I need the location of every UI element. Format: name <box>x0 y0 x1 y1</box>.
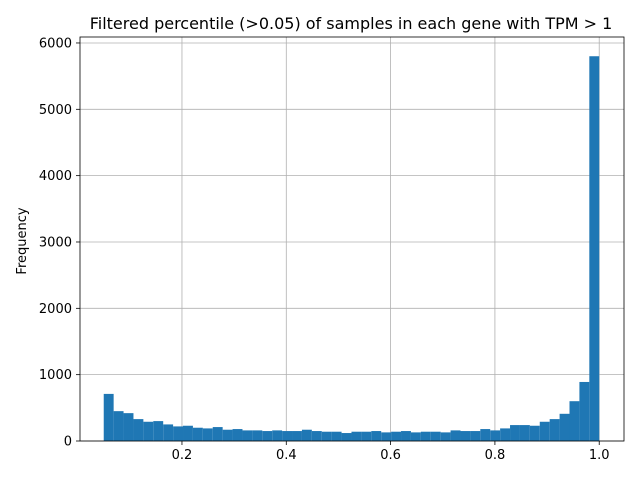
histogram-bar <box>470 431 481 441</box>
histogram-bar <box>153 421 164 441</box>
histogram-bar <box>192 427 203 441</box>
histogram-bar <box>301 429 312 441</box>
y-tick-label: 0 <box>64 435 72 450</box>
histogram-bar <box>212 427 223 441</box>
histogram-bar <box>232 429 243 441</box>
histogram-bar <box>391 431 402 441</box>
histogram-bar <box>510 425 520 441</box>
histogram-bar <box>420 431 431 441</box>
histogram-bar <box>589 56 600 441</box>
histogram-bar <box>252 430 263 441</box>
histogram-bar <box>331 431 342 441</box>
histogram-bar <box>371 431 382 441</box>
y-tick-label: 5000 <box>39 103 72 118</box>
y-tick-label: 1000 <box>39 368 72 383</box>
histogram-bar <box>579 381 590 441</box>
histogram-bar <box>202 428 213 441</box>
plot-frame <box>79 36 625 442</box>
x-tick-label: 1.0 <box>589 448 610 463</box>
histogram-bar <box>123 413 134 441</box>
y-tick-label: 2000 <box>39 302 72 317</box>
histogram-bar <box>559 413 570 441</box>
histogram-bar <box>262 431 273 441</box>
x-tick-label: 0.6 <box>380 448 401 463</box>
y-axis-label: Frequency <box>15 207 30 274</box>
histogram-bar <box>549 419 560 441</box>
histogram-bar <box>490 430 501 441</box>
bars-layer <box>103 56 600 441</box>
histogram-bar <box>569 401 580 441</box>
histogram-bar <box>143 421 154 441</box>
y-tick-label: 3000 <box>39 235 72 250</box>
axes-layer: 0.2 0.4 0.6 0.8 1.0 0 1000 2000 3000 4000 5000 6000 <box>39 36 625 463</box>
histogram-bar <box>460 431 471 441</box>
histogram-bar <box>183 425 193 441</box>
histogram-bar <box>341 433 352 441</box>
histogram-bar <box>539 421 550 441</box>
histogram-bar <box>272 430 283 441</box>
histogram-bar <box>103 393 114 441</box>
histogram-bar <box>401 431 411 441</box>
histogram-bar <box>282 431 293 441</box>
histogram-bar <box>311 431 322 441</box>
histogram-bar <box>163 424 174 441</box>
histogram-bar <box>361 431 372 441</box>
histogram-bar <box>519 425 530 441</box>
histogram-bar <box>222 429 233 441</box>
x-tick-label: 0.2 <box>172 448 193 463</box>
histogram-bar <box>242 430 253 441</box>
histogram-bar <box>381 432 392 441</box>
histogram-bar <box>430 431 441 441</box>
y-tick-label: 4000 <box>39 169 72 184</box>
histogram-bar <box>450 430 461 441</box>
histogram-bar <box>500 428 511 441</box>
x-tick-label: 0.8 <box>485 448 506 463</box>
histogram-bar <box>173 426 184 441</box>
histogram-bar <box>529 425 540 441</box>
histogram-bar <box>113 411 124 441</box>
x-tick-label: 0.4 <box>276 448 297 463</box>
histogram-bar <box>133 419 144 441</box>
histogram-bar <box>440 432 451 441</box>
y-tick-label: 6000 <box>39 36 72 51</box>
histogram-bar <box>410 432 421 441</box>
histogram-bar <box>480 429 491 441</box>
grid-layer <box>80 37 624 442</box>
chart-title: Filtered percentile (>0.05) of samples i… <box>90 14 613 33</box>
histogram-bar <box>321 431 332 441</box>
histogram-bar <box>292 431 302 441</box>
histogram-bar <box>351 431 362 441</box>
